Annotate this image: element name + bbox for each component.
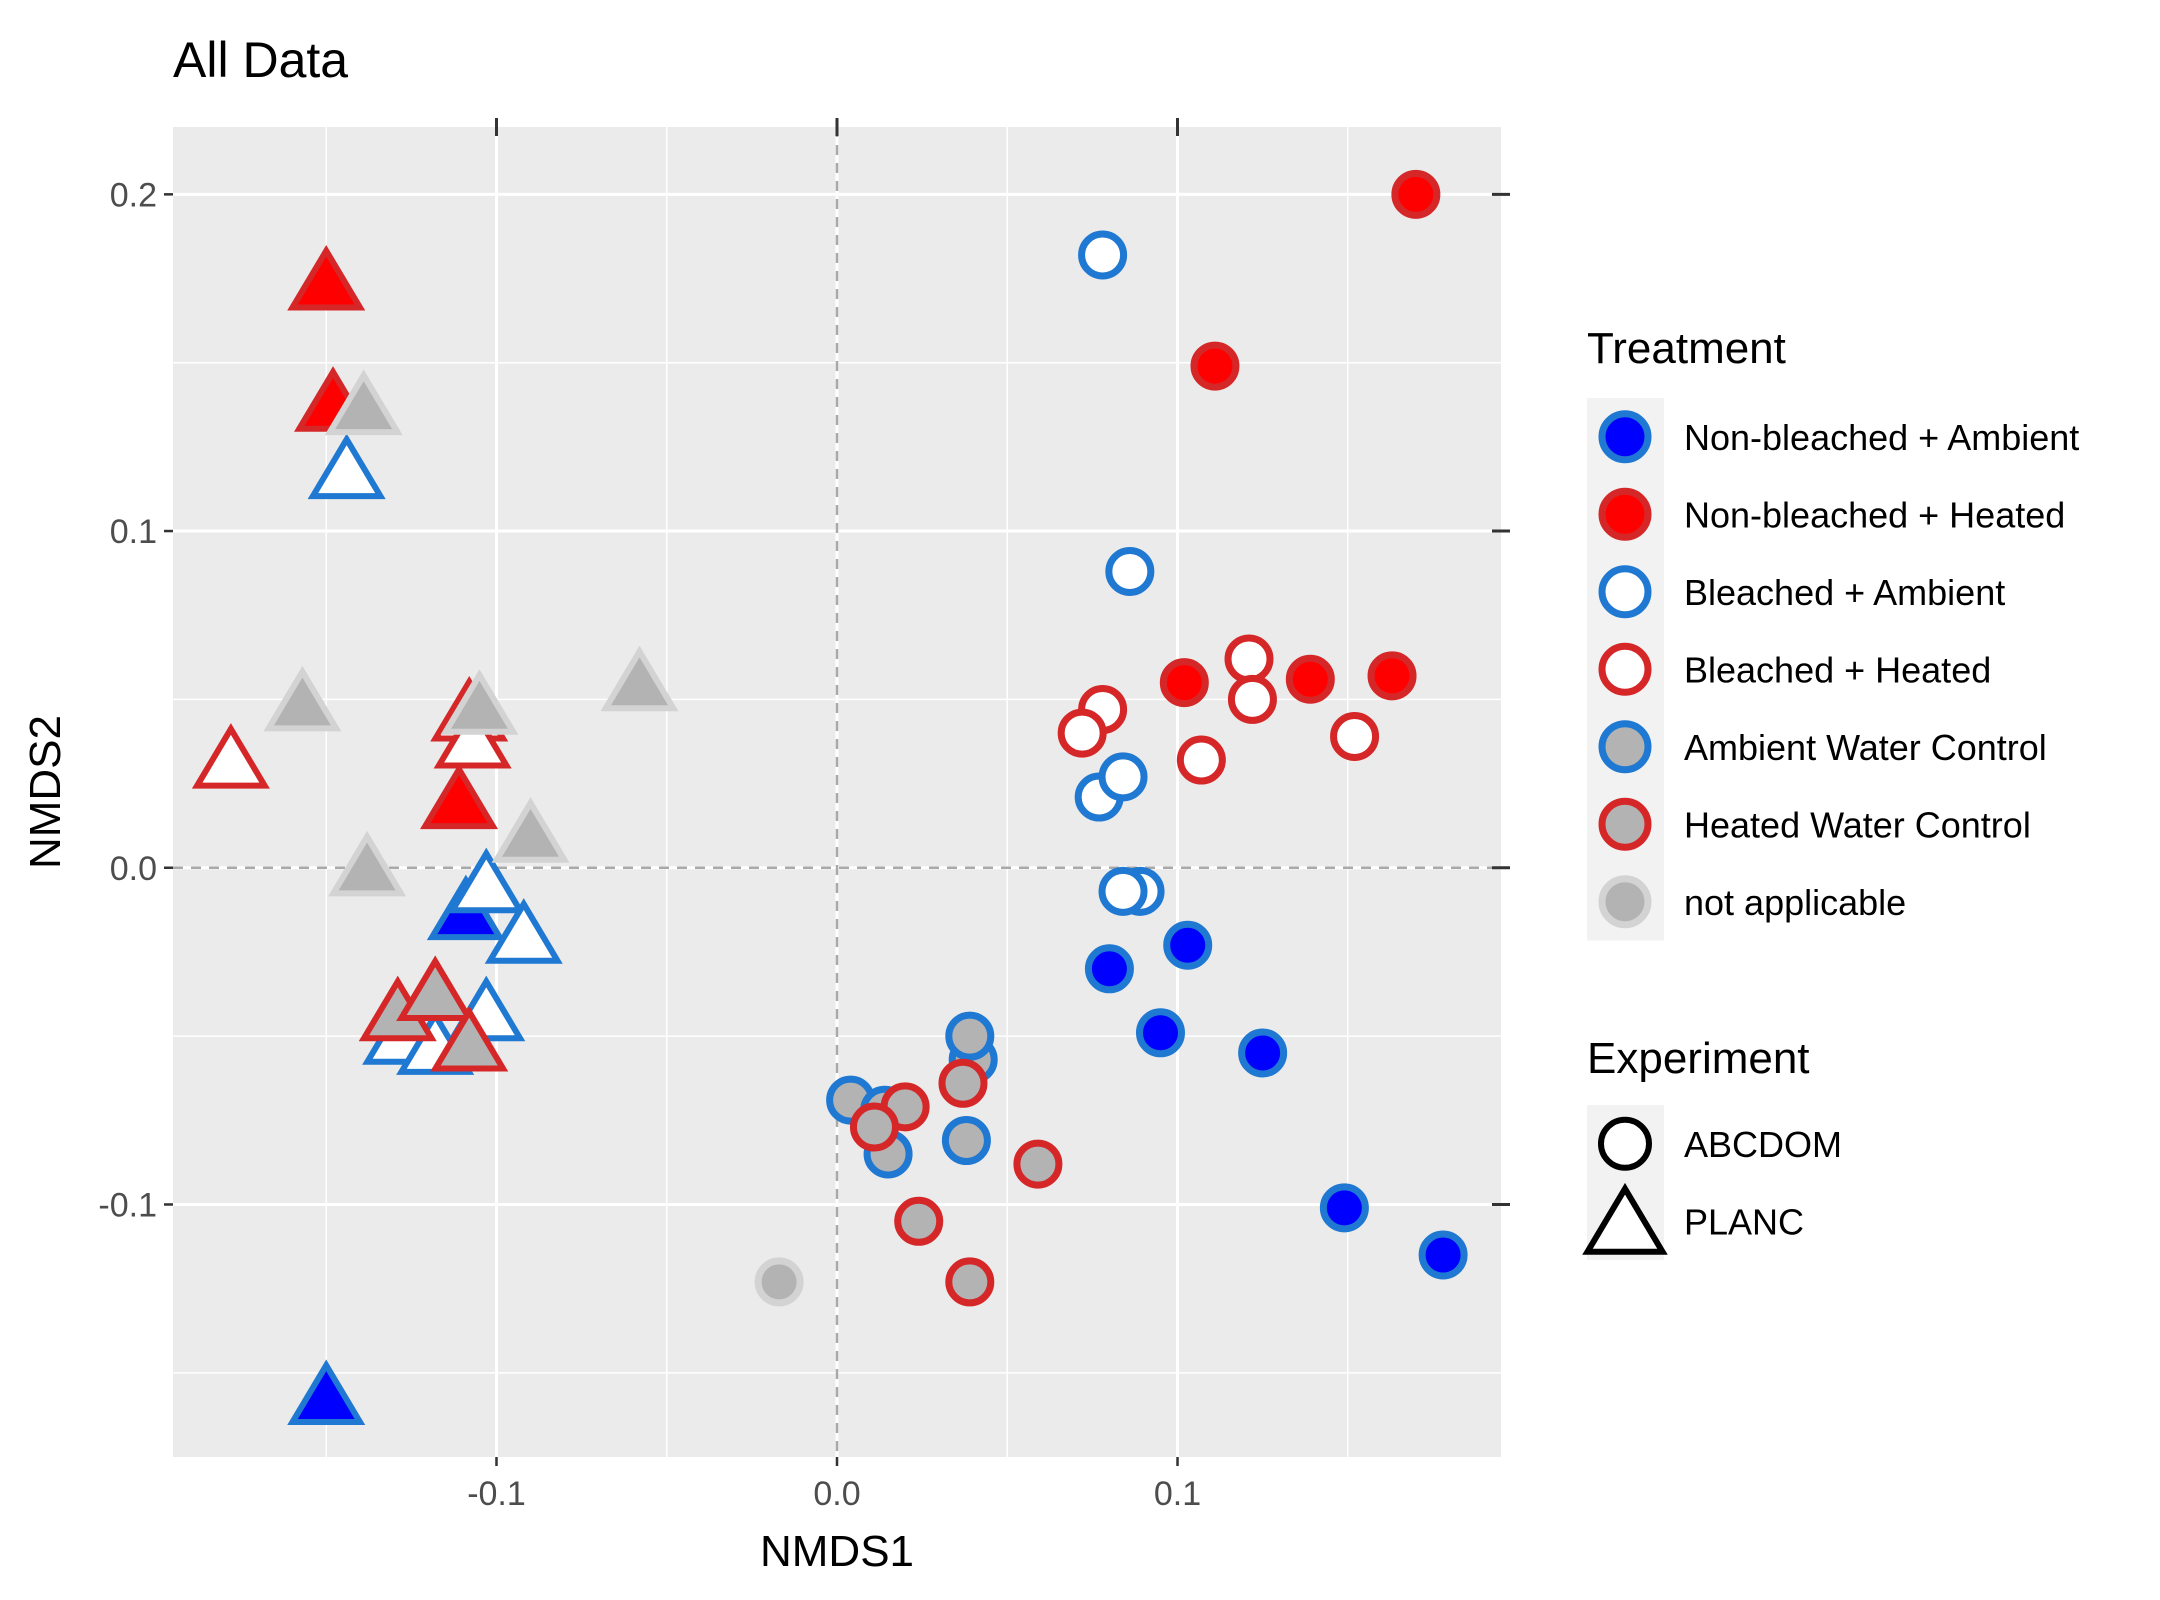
non-bleached-ambient-circle-point (1418, 1230, 1468, 1280)
bleached-heated-triangle-point (433, 702, 512, 769)
non-bleached-heated-circle-point (1190, 341, 1240, 391)
treatment-legend-label: Ambient Water Control (1684, 727, 2047, 768)
non-bleached-ambient-triangle-point (287, 1359, 366, 1426)
non-bleached-heated-circle-point (1159, 658, 1209, 708)
y-tick-label: 0.0 (110, 850, 157, 888)
bleached-ambient-triangle-point (307, 433, 386, 500)
not-applicable-triangle-point (440, 669, 519, 735)
not-applicable-circle-point (754, 1257, 804, 1307)
treatment-legend-key (1598, 720, 1652, 774)
x-tick-label: -0.1 (467, 1475, 526, 1513)
heated-water-control-circle-point (894, 1196, 944, 1246)
non-bleached-heated-circle-point (1367, 651, 1417, 701)
treatment-legend-title: Treatment (1587, 324, 1786, 373)
bleached-ambient-triangle-point (484, 898, 563, 964)
treatment-legend-key (1598, 797, 1652, 851)
y-tick-label: 0.2 (110, 176, 157, 214)
not-applicable-triangle-point (600, 645, 679, 712)
treatment-legend-label: Non-bleached + Ambient (1684, 417, 2079, 458)
bleached-heated-circle-point (1224, 634, 1274, 684)
non-bleached-heated-triangle-point (420, 763, 499, 830)
non-bleached-ambient-circle-point (1135, 1008, 1185, 1058)
y-tick-label: -0.1 (98, 1186, 157, 1224)
non-bleached-ambient-circle-point (1238, 1028, 1288, 1078)
axes: -0.1 0.0 0.1 -0.1 0.0 0.1 0.2 (98, 118, 1510, 1513)
bleached-ambient-circle-point (1098, 752, 1148, 802)
treatment-legend-label: Bleached + Ambient (1684, 572, 2005, 613)
x-tick-label: 0.1 (1154, 1475, 1201, 1513)
experiment-legend-key-triangle (1582, 1182, 1668, 1255)
non-bleached-ambient-circle-point (1084, 944, 1134, 994)
non-bleached-ambient-circle-point (1163, 920, 1213, 970)
ambient-water-control-circle-point (945, 1011, 995, 1061)
bleached-heated-circle-point (1330, 711, 1380, 761)
x-tick-label: 0.0 (813, 1475, 860, 1513)
heated-water-control-circle-point (945, 1257, 995, 1307)
non-bleached-heated-circle-point (1391, 169, 1441, 219)
experiment-legend-key-circle (1598, 1116, 1652, 1171)
bleached-ambient-circle-point (1105, 546, 1155, 596)
bleached-ambient-circle-point (1098, 866, 1148, 916)
non-bleached-heated-circle-point (1285, 654, 1335, 704)
not-applicable-triangle-point (263, 665, 342, 732)
treatment-legend-key (1598, 410, 1652, 464)
treatment-legend-key (1598, 875, 1652, 929)
bleached-heated-triangle-point (191, 723, 270, 789)
heated-water-control-triangle-point (430, 1005, 509, 1072)
treatment-legend-key (1598, 487, 1652, 541)
treatment-legend-label: Non-bleached + Heated (1684, 494, 2065, 535)
experiment-legend-title: Experiment (1587, 1034, 1810, 1083)
legend: Treatment Non-bleached + Ambient Non-bleac… (1582, 324, 2079, 1260)
not-applicable-triangle-point (324, 369, 403, 436)
treatment-legend-key (1598, 565, 1652, 619)
chart-title: All Data (173, 32, 348, 88)
bleached-heated-circle-point (1176, 735, 1226, 785)
heated-water-control-circle-point (1013, 1139, 1063, 1189)
ambient-water-control-circle-point (941, 1115, 991, 1165)
x-axis-title: NMDS1 (760, 1527, 914, 1576)
reference-lines (173, 127, 1501, 1457)
treatment-legend-label: Bleached + Heated (1684, 649, 1991, 690)
y-tick-label: 0.1 (110, 513, 157, 551)
bleached-heated-circle-point (1057, 708, 1107, 758)
heated-water-control-circle-point (849, 1102, 899, 1152)
bleached-ambient-triangle-point (447, 847, 526, 914)
not-applicable-triangle-point (491, 797, 570, 863)
treatment-legend-label: not applicable (1684, 882, 1906, 923)
treatment-legend-label: Heated Water Control (1684, 804, 2031, 845)
heated-water-control-triangle-point (396, 955, 475, 1021)
experiment-legend-label: ABCDOM (1684, 1124, 1842, 1165)
non-bleached-ambient-circle-point (1319, 1183, 1369, 1233)
data-points (191, 169, 1468, 1426)
experiment-legend-label: PLANC (1684, 1201, 1804, 1242)
bleached-heated-circle-point (1227, 674, 1277, 724)
treatment-legend-key (1598, 642, 1652, 696)
bleached-ambient-circle-point (1078, 230, 1128, 280)
y-axis-title: NMDS2 (21, 715, 70, 869)
non-bleached-heated-triangle-point (287, 244, 366, 311)
not-applicable-triangle-point (328, 830, 407, 897)
heated-water-control-circle-point (938, 1058, 988, 1108)
